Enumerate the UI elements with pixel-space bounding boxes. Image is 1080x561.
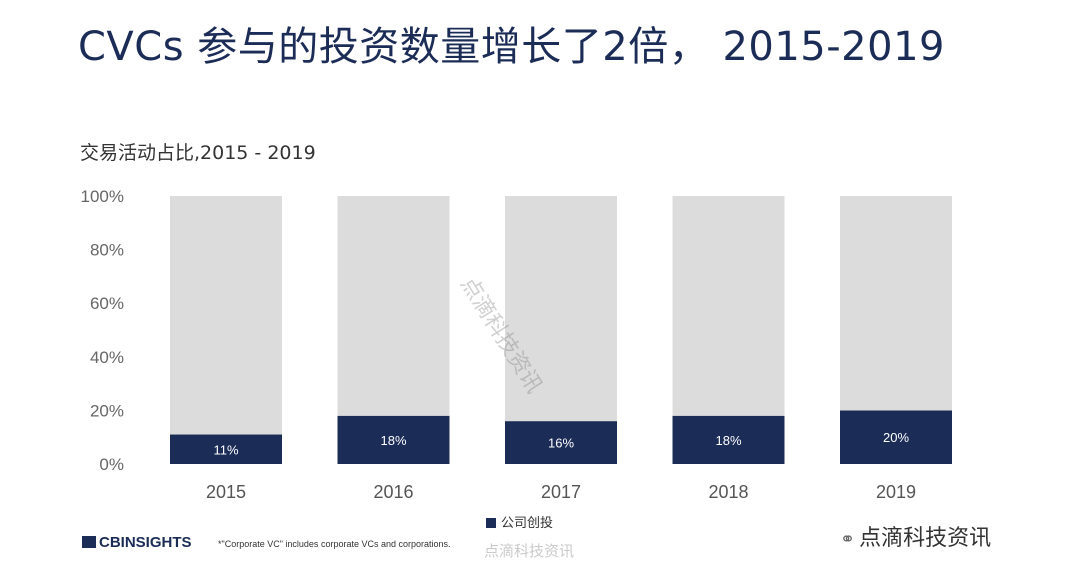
legend-swatch <box>486 518 496 528</box>
y-tick-label: 100% <box>81 187 124 206</box>
cbinsights-logo: CBINSIGHTS <box>82 534 192 551</box>
wechat-icon: ⚭ <box>840 529 856 550</box>
bar-cvc <box>840 410 952 464</box>
bar-other <box>505 196 617 422</box>
bar-cvc <box>672 415 785 464</box>
bar-other <box>672 196 785 416</box>
bar-other <box>337 196 450 416</box>
chart-subtitle: 交易活动占比,2015 - 2019 <box>80 142 316 164</box>
x-tick-label: 2019 <box>876 482 916 502</box>
data-label: 11% <box>213 442 238 457</box>
x-axis-ticks: 2015 2016 2017 2018 2019 <box>206 482 916 502</box>
bar-cvc <box>505 421 617 464</box>
x-tick-label: 2017 <box>541 482 581 502</box>
legend: 公司创投 <box>486 512 553 531</box>
bar-cvc <box>337 415 450 464</box>
x-tick-label: 2018 <box>708 482 748 502</box>
bar-other <box>840 196 952 411</box>
data-label: 18% <box>380 433 406 448</box>
footer-note: *"Corporate VC" includes corporate VCs a… <box>218 539 451 549</box>
bars: 11% 18% 16% 18% 20% <box>170 196 952 464</box>
watermark-corner: ⚭ 点滴科技资讯 <box>840 520 991 552</box>
y-tick-label: 20% <box>90 401 124 420</box>
y-tick-label: 80% <box>90 241 124 260</box>
y-tick-label: 60% <box>90 294 124 313</box>
data-label: 16% <box>548 436 574 451</box>
y-tick-label: 40% <box>90 348 124 367</box>
watermark-corner-text: 点滴科技资讯 <box>859 526 992 551</box>
bar-other <box>170 196 282 435</box>
logo-text: CBINSIGHTS <box>99 534 192 551</box>
y-tick-label: 0% <box>99 455 124 474</box>
bar-cvc <box>170 434 282 464</box>
x-tick-label: 2016 <box>373 482 413 502</box>
page-title: CVCs 参与的投资数量增长了2倍， 2015-2019 <box>78 24 945 70</box>
data-label: 20% <box>883 430 909 445</box>
data-label: 18% <box>715 433 741 448</box>
x-tick-label: 2015 <box>206 482 246 502</box>
y-axis-ticks: 0% 20% 40% 60% 80% 100% <box>81 187 124 474</box>
cb-logo-icon <box>82 536 96 548</box>
legend-label: 公司创投 <box>501 516 554 531</box>
